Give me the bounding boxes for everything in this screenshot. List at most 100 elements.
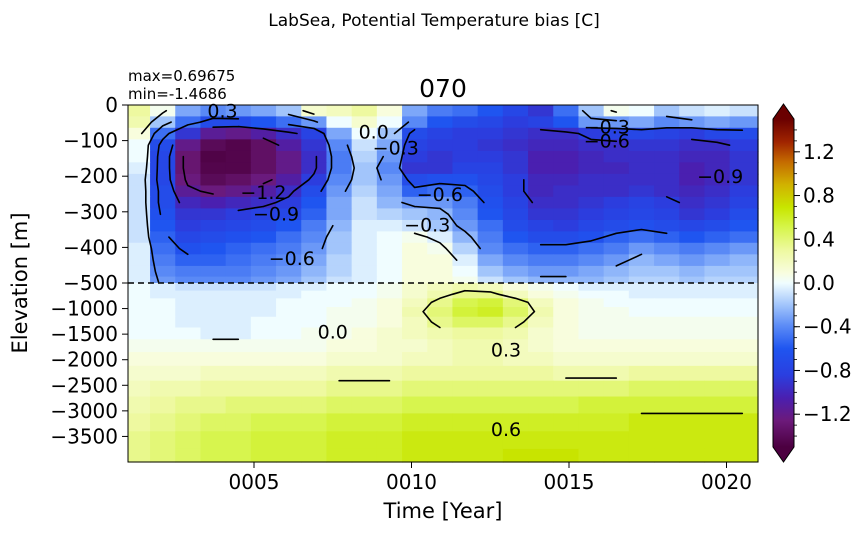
upper-cell — [679, 173, 706, 187]
lower-cell — [603, 316, 630, 329]
upper-cell — [578, 242, 605, 255]
lower-cell — [301, 290, 328, 299]
upper-cell — [250, 231, 277, 244]
upper-cell — [225, 254, 252, 267]
upper-cell — [376, 185, 403, 198]
upper-cell — [150, 162, 176, 175]
upper-cell — [250, 276, 277, 284]
y-tick-label: 0 — [105, 93, 118, 117]
lower-cell — [250, 307, 277, 318]
upper-cell — [351, 173, 378, 187]
upper-cell — [200, 127, 227, 140]
upper-cell — [654, 276, 680, 284]
upper-cell — [326, 254, 353, 267]
lower-cell — [603, 396, 630, 415]
contour-labels: 0.3−0.3−0.60.0−0.3−1.2−0.9−0.6−0.6−0.3−0… — [207, 100, 743, 440]
lower-cell — [225, 283, 252, 292]
upper-cell — [553, 219, 580, 232]
lower-cell — [276, 298, 302, 308]
upper-cell — [528, 265, 554, 278]
upper-cell — [402, 116, 428, 129]
lower-cell — [628, 413, 655, 432]
upper-cell — [301, 127, 328, 140]
x-tick-label: 0020 — [701, 470, 752, 494]
lower-cell — [326, 396, 353, 415]
lower-cell — [250, 327, 277, 340]
lower-cell — [175, 413, 202, 432]
upper-cell — [402, 185, 428, 198]
upper-cell — [376, 196, 403, 210]
lower-cell — [225, 431, 252, 450]
y-axis-label: Elevation [m] — [8, 212, 32, 353]
upper-cell — [729, 219, 759, 232]
lower-cell — [679, 316, 706, 329]
lower-cell — [276, 327, 302, 340]
lower-cell — [729, 431, 759, 450]
upper-cell — [301, 242, 328, 255]
lower-cell — [402, 413, 428, 432]
upper-cell — [128, 196, 151, 210]
upper-cell — [351, 265, 378, 278]
lower-cell — [427, 431, 454, 450]
lower-cell — [402, 396, 428, 415]
lower-cell — [175, 365, 202, 382]
lower-cell — [502, 365, 529, 382]
upper-cell — [654, 208, 680, 221]
lower-cell — [477, 327, 504, 340]
upper-cell — [150, 208, 176, 221]
upper-cell — [628, 196, 655, 210]
upper-cell — [326, 196, 353, 210]
upper-cell — [200, 219, 227, 232]
colorbar-tick-label: −0.8 — [803, 358, 852, 382]
upper-cell — [654, 265, 680, 278]
upper-cell — [427, 139, 454, 152]
upper-cell — [729, 185, 759, 198]
upper-cell — [578, 208, 605, 221]
lower-cell — [553, 365, 580, 382]
lower-cell — [301, 380, 328, 398]
upper-cell — [250, 242, 277, 255]
upper-cell — [326, 105, 353, 117]
upper-cell — [729, 242, 759, 255]
lower-cell — [351, 396, 378, 415]
lower-cell — [654, 352, 680, 367]
lower-cell — [128, 431, 151, 450]
lower-cell — [150, 448, 176, 463]
upper-cell — [654, 105, 680, 117]
lower-cell — [502, 413, 529, 432]
upper-cell — [175, 173, 202, 187]
upper-cell — [301, 254, 328, 267]
upper-cell — [679, 127, 706, 140]
lower-cell — [578, 339, 605, 353]
lower-cell — [679, 431, 706, 450]
upper-cell — [128, 242, 151, 255]
lower-cell — [477, 352, 504, 367]
upper-cell — [200, 139, 227, 152]
lower-cell — [175, 396, 202, 415]
lower-cell — [452, 290, 479, 299]
upper-cell — [528, 231, 554, 244]
lower-cell — [477, 339, 504, 353]
lower-cell — [477, 307, 504, 318]
upper-cell — [477, 162, 504, 175]
contour-label: 0.3 — [491, 339, 521, 361]
upper-cell — [175, 105, 202, 117]
upper-cell — [250, 139, 277, 152]
upper-cell — [654, 242, 680, 255]
upper-cell — [276, 127, 302, 140]
lower-cell — [578, 380, 605, 398]
lower-cell — [175, 448, 202, 463]
upper-cell — [351, 254, 378, 267]
lower-cell — [225, 327, 252, 340]
upper-cell — [225, 265, 252, 278]
upper-contour--0.6 — [156, 117, 744, 256]
lower-cell — [427, 290, 454, 299]
upper-cell — [628, 254, 655, 267]
upper-cell — [603, 208, 630, 221]
upper-cell — [225, 162, 252, 175]
upper-cell — [427, 173, 454, 187]
contour-label: −0.3 — [584, 116, 630, 138]
lower-cell — [150, 290, 176, 299]
upper-cell — [704, 276, 731, 284]
upper-cell — [679, 242, 706, 255]
